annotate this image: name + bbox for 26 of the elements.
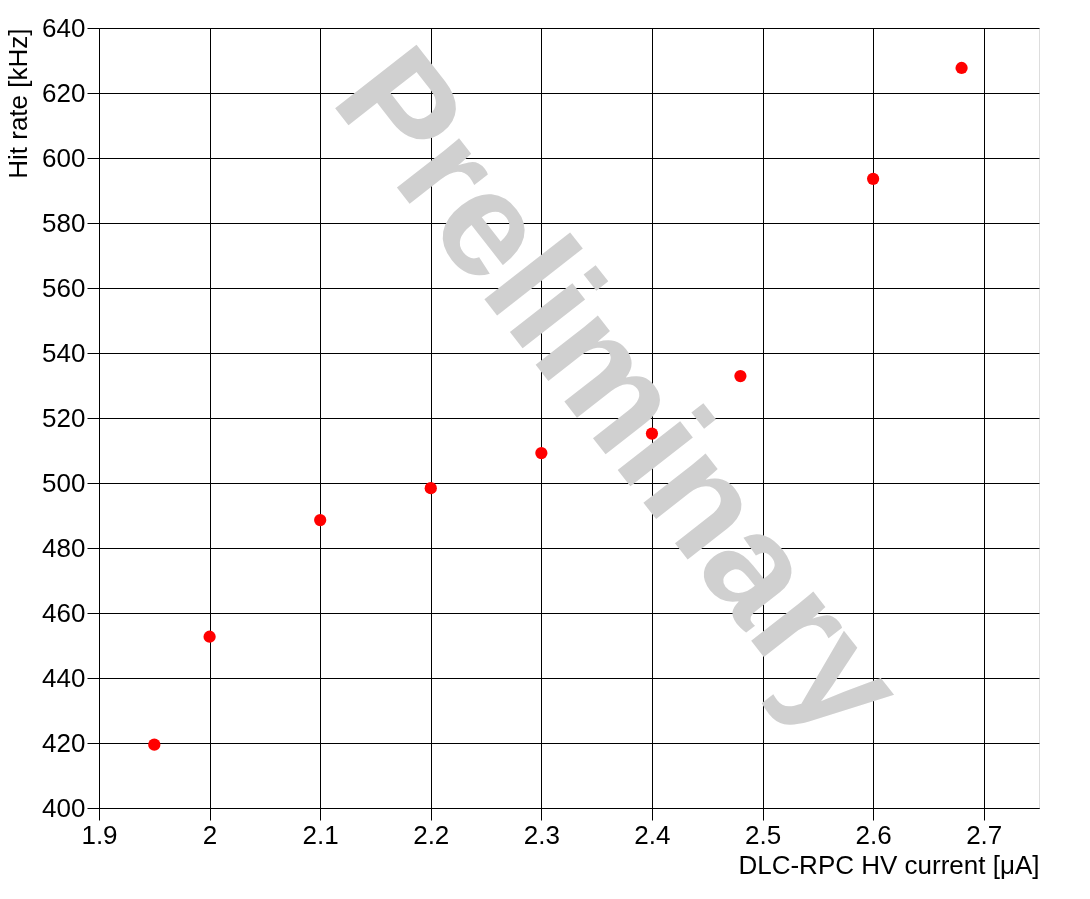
y-tick-label: 500 bbox=[42, 467, 86, 498]
y-tick-label: 540 bbox=[42, 337, 86, 368]
x-tick-label: 2.5 bbox=[744, 819, 782, 850]
y-tick-label: 420 bbox=[42, 727, 86, 758]
y-tick-label: 560 bbox=[42, 272, 86, 303]
y-tick-label: 460 bbox=[42, 597, 86, 628]
point bbox=[314, 513, 327, 527]
y-tick-label: 640 bbox=[42, 12, 86, 43]
x-tick-label: 2 bbox=[202, 819, 218, 850]
x-axis-title: DLC-RPC HV current [μA] bbox=[738, 849, 1040, 880]
x-tick-label: 2.2 bbox=[413, 819, 450, 850]
y-tick-label: 580 bbox=[42, 207, 86, 238]
x-tick-label: 2.7 bbox=[966, 819, 1003, 850]
y-tick-label: 600 bbox=[42, 142, 86, 173]
y-tick-label: 520 bbox=[42, 402, 86, 433]
y-tick-label: 480 bbox=[42, 532, 86, 563]
y-tick-label: 440 bbox=[42, 662, 86, 693]
point bbox=[148, 738, 161, 751]
point bbox=[955, 61, 968, 75]
point bbox=[203, 630, 216, 643]
x-tick-label: 2.1 bbox=[302, 819, 339, 850]
y-tick-label: 620 bbox=[42, 77, 86, 108]
y-axis-title: Hit rate [kHz] bbox=[3, 28, 34, 179]
x-tick-label: 2.4 bbox=[634, 819, 671, 850]
x-tick-label: 2.6 bbox=[855, 819, 892, 850]
x-tick-label: 2.3 bbox=[523, 819, 560, 850]
